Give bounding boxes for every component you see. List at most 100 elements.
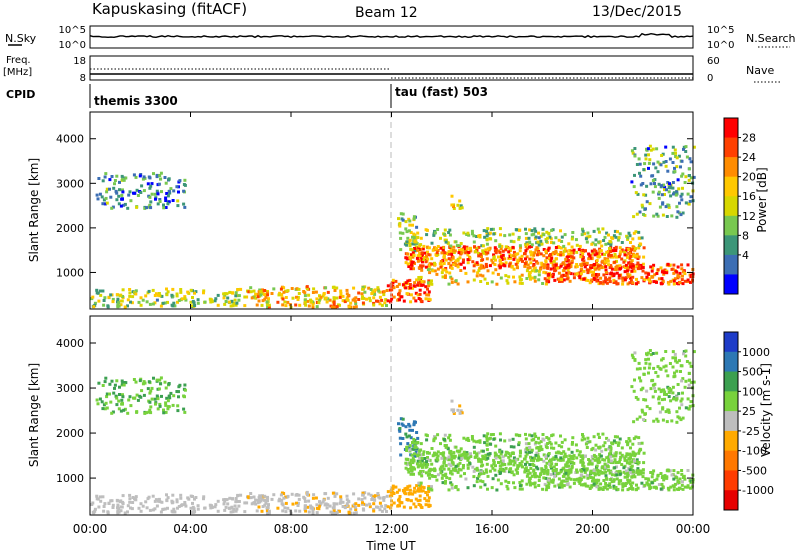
- velocity-cell: [499, 467, 503, 471]
- velocity-cell: [633, 475, 637, 479]
- velocity-cell: [444, 464, 448, 468]
- power-cell: [592, 248, 596, 252]
- power-cell: [111, 297, 115, 301]
- power-cell: [335, 296, 339, 300]
- velocity-cell: [609, 445, 613, 449]
- velocity-cell: [590, 455, 594, 459]
- velocity-cell: [618, 437, 622, 441]
- velocity-cell: [672, 397, 675, 401]
- velocity-cell: [482, 471, 486, 475]
- power-cell: [655, 280, 658, 284]
- power-cell: [647, 161, 651, 165]
- x-tick-label: 00:00: [73, 522, 108, 536]
- power-cell: [455, 244, 459, 248]
- power-cell: [372, 289, 376, 293]
- velocity-cell: [105, 406, 109, 410]
- power-cell: [105, 201, 109, 205]
- velocity-cell: [430, 462, 434, 466]
- velocity-cell: [430, 447, 434, 450]
- velocity-cell: [427, 487, 430, 491]
- power-cell: [486, 247, 490, 251]
- power-cell: [281, 297, 285, 301]
- velocity-cell: [303, 499, 307, 503]
- velocity-cell: [635, 417, 639, 421]
- velocity-cell: [471, 437, 474, 441]
- velocity-cell: [297, 493, 301, 497]
- velocity-cell: [533, 432, 537, 436]
- power-cell: [405, 243, 409, 247]
- velocity-cell: [376, 492, 380, 495]
- velocity-cell: [266, 511, 270, 515]
- power-cell: [575, 265, 579, 268]
- power-cell: [404, 227, 408, 231]
- power-cell: [385, 304, 388, 307]
- power-cell: [447, 252, 451, 256]
- velocity-cell: [142, 380, 146, 384]
- velocity-cell: [486, 452, 490, 456]
- velocity-cell: [440, 456, 444, 460]
- power-cell: [464, 251, 468, 255]
- velocity-cell: [353, 505, 357, 509]
- power-cell: [339, 289, 343, 293]
- power-cell: [676, 210, 680, 214]
- velocity-cell: [429, 487, 433, 491]
- velocity-cell: [254, 498, 258, 502]
- velocity-cell: [664, 410, 668, 414]
- power-cell: [542, 254, 546, 258]
- power-cell: [397, 217, 400, 221]
- power-cell: [376, 299, 380, 303]
- power-cell: [458, 206, 462, 210]
- power-cell: [203, 300, 207, 304]
- power-cell: [654, 166, 658, 170]
- velocity-cell: [114, 394, 118, 398]
- power-cell: [549, 267, 553, 271]
- power-cell: [609, 250, 613, 253]
- power-cell: [667, 203, 671, 207]
- power-cell: [311, 306, 315, 309]
- velocity-cell: [564, 479, 568, 483]
- power-cell: [384, 298, 388, 302]
- velocity-cell: [503, 463, 507, 466]
- power-cell: [682, 145, 686, 149]
- velocity-cell: [535, 465, 539, 469]
- power-cell: [636, 261, 640, 265]
- velocity-cell: [455, 449, 459, 453]
- velocity-cell: [448, 477, 452, 481]
- power-cell: [569, 272, 573, 276]
- velocity-cell: [647, 357, 650, 361]
- nave-tick-top: 60: [707, 56, 720, 67]
- power-cell: [612, 278, 616, 282]
- power-cell: [521, 259, 524, 263]
- velocity-cell: [615, 477, 619, 481]
- velocity-cell: [570, 442, 574, 446]
- y-tick-label: 3000: [56, 177, 84, 190]
- power-cell: [581, 255, 584, 259]
- velocity-cell: [544, 445, 548, 449]
- power-cell: [449, 247, 453, 251]
- velocity-cell: [456, 470, 460, 474]
- power-cell: [649, 148, 653, 152]
- power-cell: [417, 277, 421, 281]
- velocity-cell: [549, 464, 553, 468]
- power-cell: [123, 305, 127, 309]
- velocity-cell: [259, 495, 263, 499]
- power-cell: [410, 248, 414, 252]
- velocity-cell: [674, 398, 678, 402]
- power-cell: [128, 288, 132, 291]
- velocity-cell: [498, 432, 502, 436]
- power-cell: [453, 249, 457, 253]
- power-cell: [98, 289, 102, 293]
- velocity-cell: [528, 480, 532, 484]
- power-cell: [471, 232, 474, 236]
- velocity-cell: [510, 471, 514, 475]
- power-cell: [317, 301, 321, 305]
- power-cell: [469, 246, 472, 250]
- velocity-cell: [526, 448, 530, 451]
- velocity-cell: [686, 469, 690, 472]
- power-cell: [532, 253, 536, 257]
- colorbar-swatch: [724, 450, 738, 471]
- velocity-cell: [485, 443, 489, 447]
- power-cell: [420, 279, 424, 283]
- velocity-cell: [466, 463, 470, 467]
- velocity-cell: [121, 494, 125, 498]
